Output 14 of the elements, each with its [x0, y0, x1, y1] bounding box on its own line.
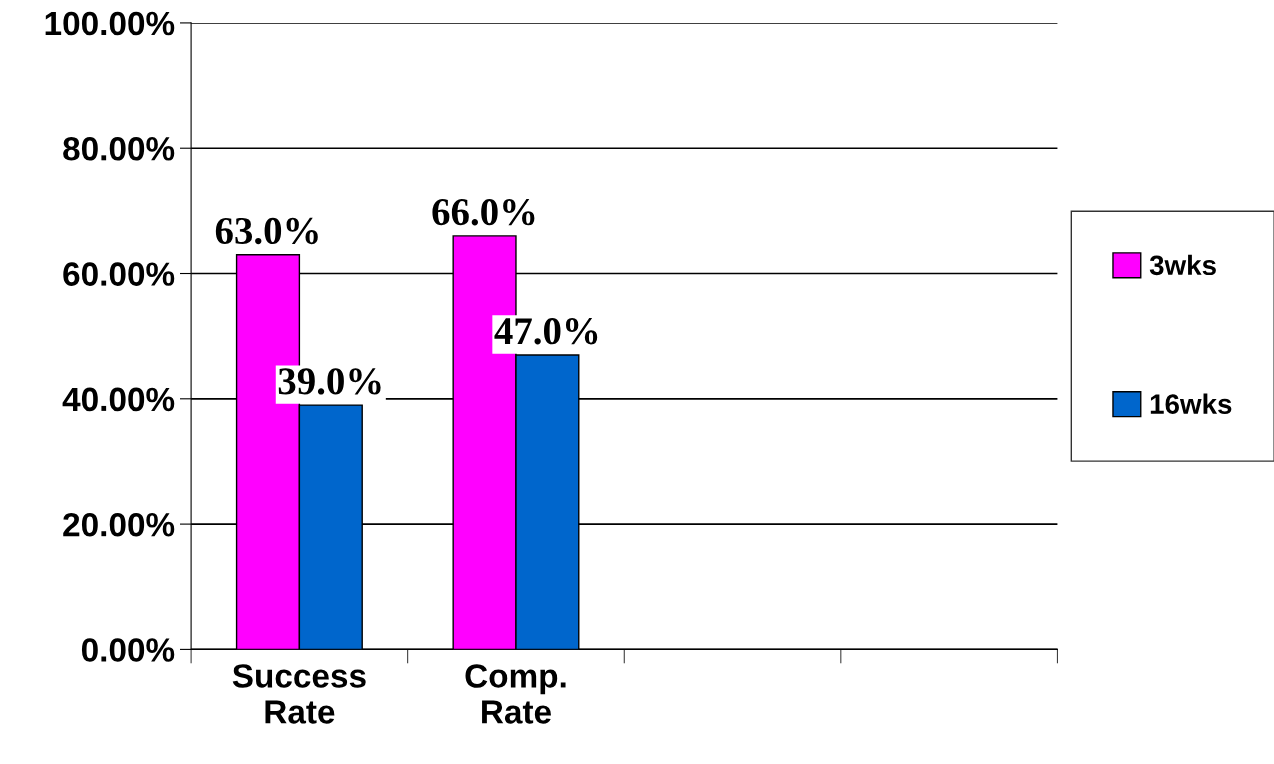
y-tick-label: 40.00% [62, 387, 175, 412]
y-tick-label: 20.00% [63, 512, 175, 537]
legend-label: 16wks [1150, 393, 1232, 414]
y-tick-label: 80.00% [63, 137, 175, 161]
x-tick-label: Comp. Rate [465, 664, 566, 724]
y-tick-label: 100.00% [45, 11, 175, 36]
y-tick-label: 0.00% [81, 638, 175, 662]
data-label: 63.0% [215, 217, 318, 245]
legend-label: 3wks [1149, 254, 1216, 276]
x-tick-label: Success Rate [232, 664, 366, 724]
y-tick-label: 60.00% [63, 262, 175, 286]
data-label: 47.0% [494, 318, 598, 345]
data-label: 66.0% [432, 199, 535, 226]
data-label: 39.0% [278, 368, 381, 395]
